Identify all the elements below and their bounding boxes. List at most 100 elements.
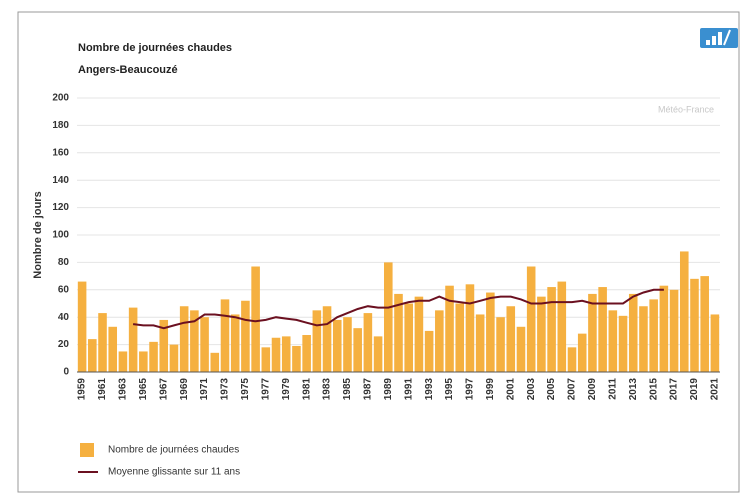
bar — [384, 262, 393, 372]
bar — [496, 317, 505, 372]
x-tick-label: 1965 — [138, 378, 149, 401]
bar — [98, 313, 107, 372]
y-tick-label: 160 — [52, 147, 69, 158]
bar — [475, 314, 485, 372]
bar — [230, 314, 240, 372]
x-tick-label: 2007 — [567, 378, 578, 401]
bar — [353, 328, 362, 372]
bar — [537, 296, 546, 372]
y-tick-label: 180 — [52, 120, 69, 131]
x-tick-label: 1959 — [77, 378, 88, 401]
bar — [690, 278, 699, 372]
x-tick-label: 1997 — [465, 378, 476, 401]
y-tick-label: 60 — [58, 284, 70, 295]
bar — [639, 306, 648, 372]
bar — [220, 299, 230, 372]
x-tick-label: 1975 — [240, 378, 251, 401]
bar — [241, 300, 250, 372]
x-tick-label: 1983 — [322, 378, 333, 401]
bar — [710, 314, 720, 372]
x-tick-label: 2019 — [689, 378, 700, 401]
x-tick-label: 2021 — [710, 378, 721, 401]
bar — [567, 347, 577, 372]
bar — [557, 281, 567, 372]
bar — [445, 285, 454, 372]
x-tick-label: 1963 — [118, 378, 129, 401]
legend-label: Moyenne glissante sur 11 ans — [108, 467, 240, 478]
x-tick-label: 2017 — [669, 378, 680, 401]
x-tick-label: 1985 — [342, 378, 353, 401]
bar — [179, 306, 189, 372]
bar — [169, 344, 179, 372]
bar — [128, 307, 138, 372]
bar — [598, 287, 607, 372]
x-tick-label: 1961 — [97, 378, 108, 401]
bar — [88, 339, 97, 372]
bar — [251, 266, 260, 372]
bar — [486, 292, 495, 372]
bar — [669, 289, 679, 372]
x-tick-label: 1987 — [363, 378, 374, 401]
bar — [281, 336, 291, 372]
bar — [302, 335, 311, 372]
x-tick-label: 1995 — [444, 378, 455, 401]
bar — [588, 293, 597, 372]
bar — [659, 285, 669, 372]
bar — [292, 345, 301, 372]
x-tick-label: 2011 — [607, 378, 618, 400]
y-tick-label: 120 — [52, 202, 69, 213]
x-tick-label: 1969 — [179, 378, 190, 401]
line — [132, 288, 664, 330]
bar — [608, 310, 618, 372]
legend-label: Nombre de journées chaudes — [108, 445, 239, 456]
x-tick-label: 1981 — [301, 378, 312, 401]
x-tick-label: 2005 — [546, 378, 557, 401]
y-tick-label: 100 — [52, 230, 69, 241]
bar — [679, 251, 689, 372]
x-tick-label: 2009 — [587, 378, 598, 401]
x-tick-label: 1989 — [383, 378, 394, 401]
bar — [435, 310, 444, 372]
bar — [149, 341, 158, 372]
bar — [261, 347, 271, 372]
bar — [332, 319, 342, 372]
x-tick-label: 1967 — [158, 378, 169, 401]
bar — [139, 351, 148, 372]
logo — [700, 28, 738, 48]
bar — [465, 284, 475, 372]
x-tick-label: 1999 — [485, 378, 496, 401]
bar — [210, 352, 220, 372]
bar — [312, 310, 322, 372]
bar — [200, 317, 209, 372]
bar — [271, 337, 281, 372]
bar — [363, 313, 373, 372]
x-tick-label: 2015 — [648, 378, 659, 401]
x-tick-label: 1971 — [199, 378, 210, 401]
y-tick-label: 140 — [52, 175, 69, 186]
bar — [649, 299, 658, 372]
bar — [618, 315, 628, 372]
y-tick-label: 40 — [58, 312, 70, 323]
y-tick-label: 200 — [52, 93, 69, 104]
bar — [118, 351, 128, 372]
x-tick-label: 1993 — [424, 378, 435, 401]
x-tick-label: 1991 — [403, 378, 414, 401]
bar — [506, 306, 516, 372]
bar — [516, 326, 526, 372]
bar — [700, 276, 709, 372]
bar — [108, 326, 118, 372]
bar — [455, 303, 465, 372]
bar — [577, 333, 587, 372]
bar — [424, 330, 434, 372]
y-axis-label: Nombre de jours — [32, 191, 44, 278]
y-tick-label: 0 — [63, 367, 69, 378]
bar — [404, 303, 413, 372]
bar — [373, 336, 383, 372]
y-tick-label: 20 — [58, 339, 70, 350]
bar — [77, 281, 87, 372]
x-tick-label: 2003 — [526, 378, 537, 401]
bar — [343, 317, 352, 372]
x-tick-label: 2001 — [505, 378, 516, 401]
